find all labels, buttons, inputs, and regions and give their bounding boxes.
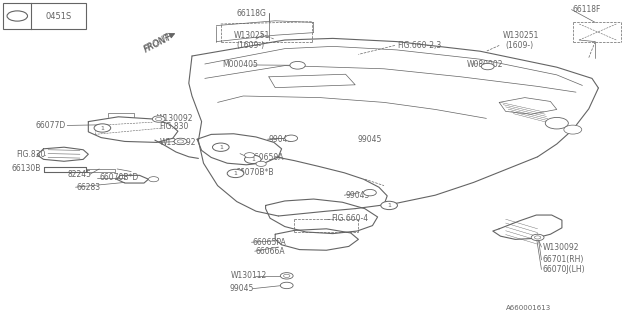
Text: 1: 1: [251, 157, 255, 162]
Text: 99045: 99045: [357, 135, 381, 144]
Text: W130092: W130092: [157, 114, 193, 123]
Text: 99045: 99045: [346, 191, 370, 200]
Bar: [3, 3, 86, 29]
Text: W130092: W130092: [160, 138, 196, 147]
Circle shape: [481, 63, 494, 70]
Text: 99045: 99045: [229, 284, 253, 293]
Circle shape: [227, 169, 244, 178]
Text: 66283: 66283: [77, 183, 101, 192]
Text: 1: 1: [15, 13, 20, 19]
Text: M000405: M000405: [223, 60, 259, 69]
Text: 66070B*B: 66070B*B: [236, 168, 274, 177]
Text: W130112: W130112: [230, 271, 267, 280]
Text: 1: 1: [219, 145, 223, 150]
Text: 82245: 82245: [67, 170, 92, 179]
Circle shape: [174, 138, 187, 145]
Text: (1609-): (1609-): [506, 41, 534, 50]
Circle shape: [152, 116, 165, 122]
Text: FRONT: FRONT: [142, 32, 172, 54]
Text: FIG.660-2,3: FIG.660-2,3: [397, 41, 441, 50]
Text: W130092: W130092: [543, 243, 579, 252]
Text: 66070B*D: 66070B*D: [99, 173, 138, 182]
Text: W080002: W080002: [467, 60, 504, 68]
Circle shape: [148, 177, 159, 182]
Text: 66118F: 66118F: [573, 5, 601, 14]
Circle shape: [244, 155, 261, 164]
Text: 99045: 99045: [269, 135, 293, 144]
Circle shape: [280, 273, 293, 279]
Text: FRONT: FRONT: [142, 32, 173, 54]
Text: A660001613: A660001613: [506, 305, 551, 311]
Circle shape: [280, 282, 293, 289]
Text: 66077D: 66077D: [35, 121, 65, 130]
Text: FIG.830: FIG.830: [16, 150, 45, 159]
Text: 66130B: 66130B: [12, 164, 41, 172]
Text: (1609-): (1609-): [237, 41, 265, 50]
Text: 66118G: 66118G: [237, 9, 267, 18]
Text: 1: 1: [234, 171, 237, 176]
Text: 1: 1: [387, 203, 391, 208]
Circle shape: [244, 153, 255, 158]
Text: W130251: W130251: [234, 31, 270, 40]
Circle shape: [284, 274, 290, 277]
Circle shape: [534, 236, 541, 239]
Text: FIG.660-4: FIG.660-4: [332, 214, 369, 223]
Circle shape: [177, 140, 184, 143]
Text: W130251: W130251: [502, 31, 539, 40]
Circle shape: [531, 234, 544, 241]
Circle shape: [7, 11, 28, 21]
Text: 1: 1: [100, 125, 104, 131]
Text: 66066A: 66066A: [256, 247, 285, 256]
Text: 66701(RH): 66701(RH): [543, 255, 584, 264]
Text: 0451S: 0451S: [45, 12, 72, 20]
Circle shape: [290, 61, 305, 69]
Text: 66070J(LH): 66070J(LH): [543, 265, 586, 274]
Text: 660650A: 660650A: [250, 153, 284, 162]
Circle shape: [381, 201, 397, 210]
Circle shape: [285, 135, 298, 141]
Circle shape: [364, 189, 376, 196]
Circle shape: [94, 124, 111, 132]
Text: 66065PA: 66065PA: [253, 238, 287, 247]
Circle shape: [564, 125, 582, 134]
Text: FIG.830: FIG.830: [159, 122, 189, 131]
Circle shape: [545, 117, 568, 129]
Circle shape: [212, 143, 229, 151]
Circle shape: [156, 117, 162, 121]
Circle shape: [256, 161, 266, 166]
